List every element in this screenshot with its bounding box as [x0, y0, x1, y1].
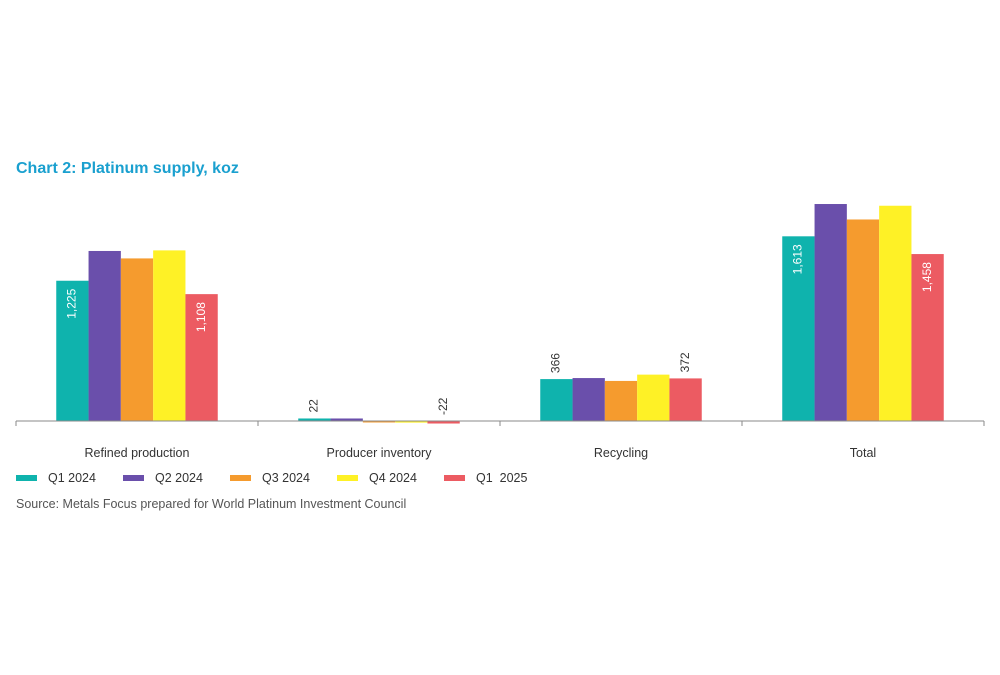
bar-total-q3-2024 [846, 219, 880, 421]
legend-label-q3-2024: Q3 2024 [262, 471, 310, 485]
axis-layer [15, 420, 985, 426]
data-label-producer-inventory-q1-2024: 22 [307, 399, 321, 413]
legend-swatch-q3-2024 [230, 475, 251, 481]
category-label-recycling: Recycling [594, 446, 648, 460]
legend-swatch-q1-2024 [16, 475, 37, 481]
bar-producer-inventory-q2-2024 [330, 418, 363, 421]
bar-total-q2-2024 [814, 204, 847, 421]
data-label-recycling-q1-2025: 372 [678, 352, 692, 372]
data-label-refined-production-q1-2024: 1,225 [65, 288, 79, 318]
bar-producer-inventory-q4-2024 [395, 421, 428, 423]
bar-refined-production-q4-2024 [153, 250, 186, 421]
legend-swatch-q2-2024 [123, 475, 144, 481]
bar-total-q1-2025 [911, 254, 944, 421]
bar-producer-inventory-q1-2024 [298, 418, 331, 421]
legend-label-q2-2024: Q2 2024 [155, 471, 203, 485]
bar-recycling-q1-2025 [669, 378, 702, 421]
labels-layer: 1,225 1,108 Refined production 22 -22 Produce… [65, 244, 934, 460]
data-label-recycling-q1-2024: 366 [549, 353, 563, 373]
bar-refined-production-q1-2025 [185, 294, 218, 421]
bar-total-q1-2024 [782, 236, 815, 421]
chart-title: Chart 2: Platinum supply, koz [16, 160, 239, 177]
data-label-refined-production-q1-2025: 1,108 [194, 302, 208, 332]
bar-refined-production-q3-2024 [120, 258, 154, 421]
data-label-total-q1-2025: 1,458 [920, 262, 934, 292]
bar-refined-production-q2-2024 [88, 250, 121, 421]
bar-total-q4-2024 [879, 205, 912, 421]
category-label-producer-inventory: Producer inventory [327, 446, 433, 460]
legend-swatch-q4-2024 [337, 475, 358, 481]
bar-recycling-q2-2024 [572, 378, 605, 421]
bar-producer-inventory-q3-2024 [362, 421, 396, 423]
category-label-total: Total [850, 446, 876, 460]
data-label-producer-inventory-q1-2025: -22 [436, 397, 450, 415]
legend-label-q4-2024: Q4 2024 [369, 471, 417, 485]
legend-label-q1-2025: Q1 2025 [476, 471, 528, 485]
category-label-refined-production: Refined production [85, 446, 190, 460]
bar-recycling-q3-2024 [604, 380, 638, 422]
legend-label-q1-2024: Q1 2024 [48, 471, 96, 485]
bars-layer [56, 204, 944, 424]
bar-refined-production-q1-2024 [56, 280, 89, 421]
data-label-total-q1-2024: 1,613 [791, 244, 805, 274]
bar-recycling-q1-2024 [540, 379, 573, 421]
bar-producer-inventory-q1-2025 [427, 421, 460, 424]
legend-swatch-q1-2025 [444, 475, 465, 481]
bar-recycling-q4-2024 [637, 374, 670, 421]
source-note: Source: Metals Focus prepared for World … [16, 497, 407, 511]
